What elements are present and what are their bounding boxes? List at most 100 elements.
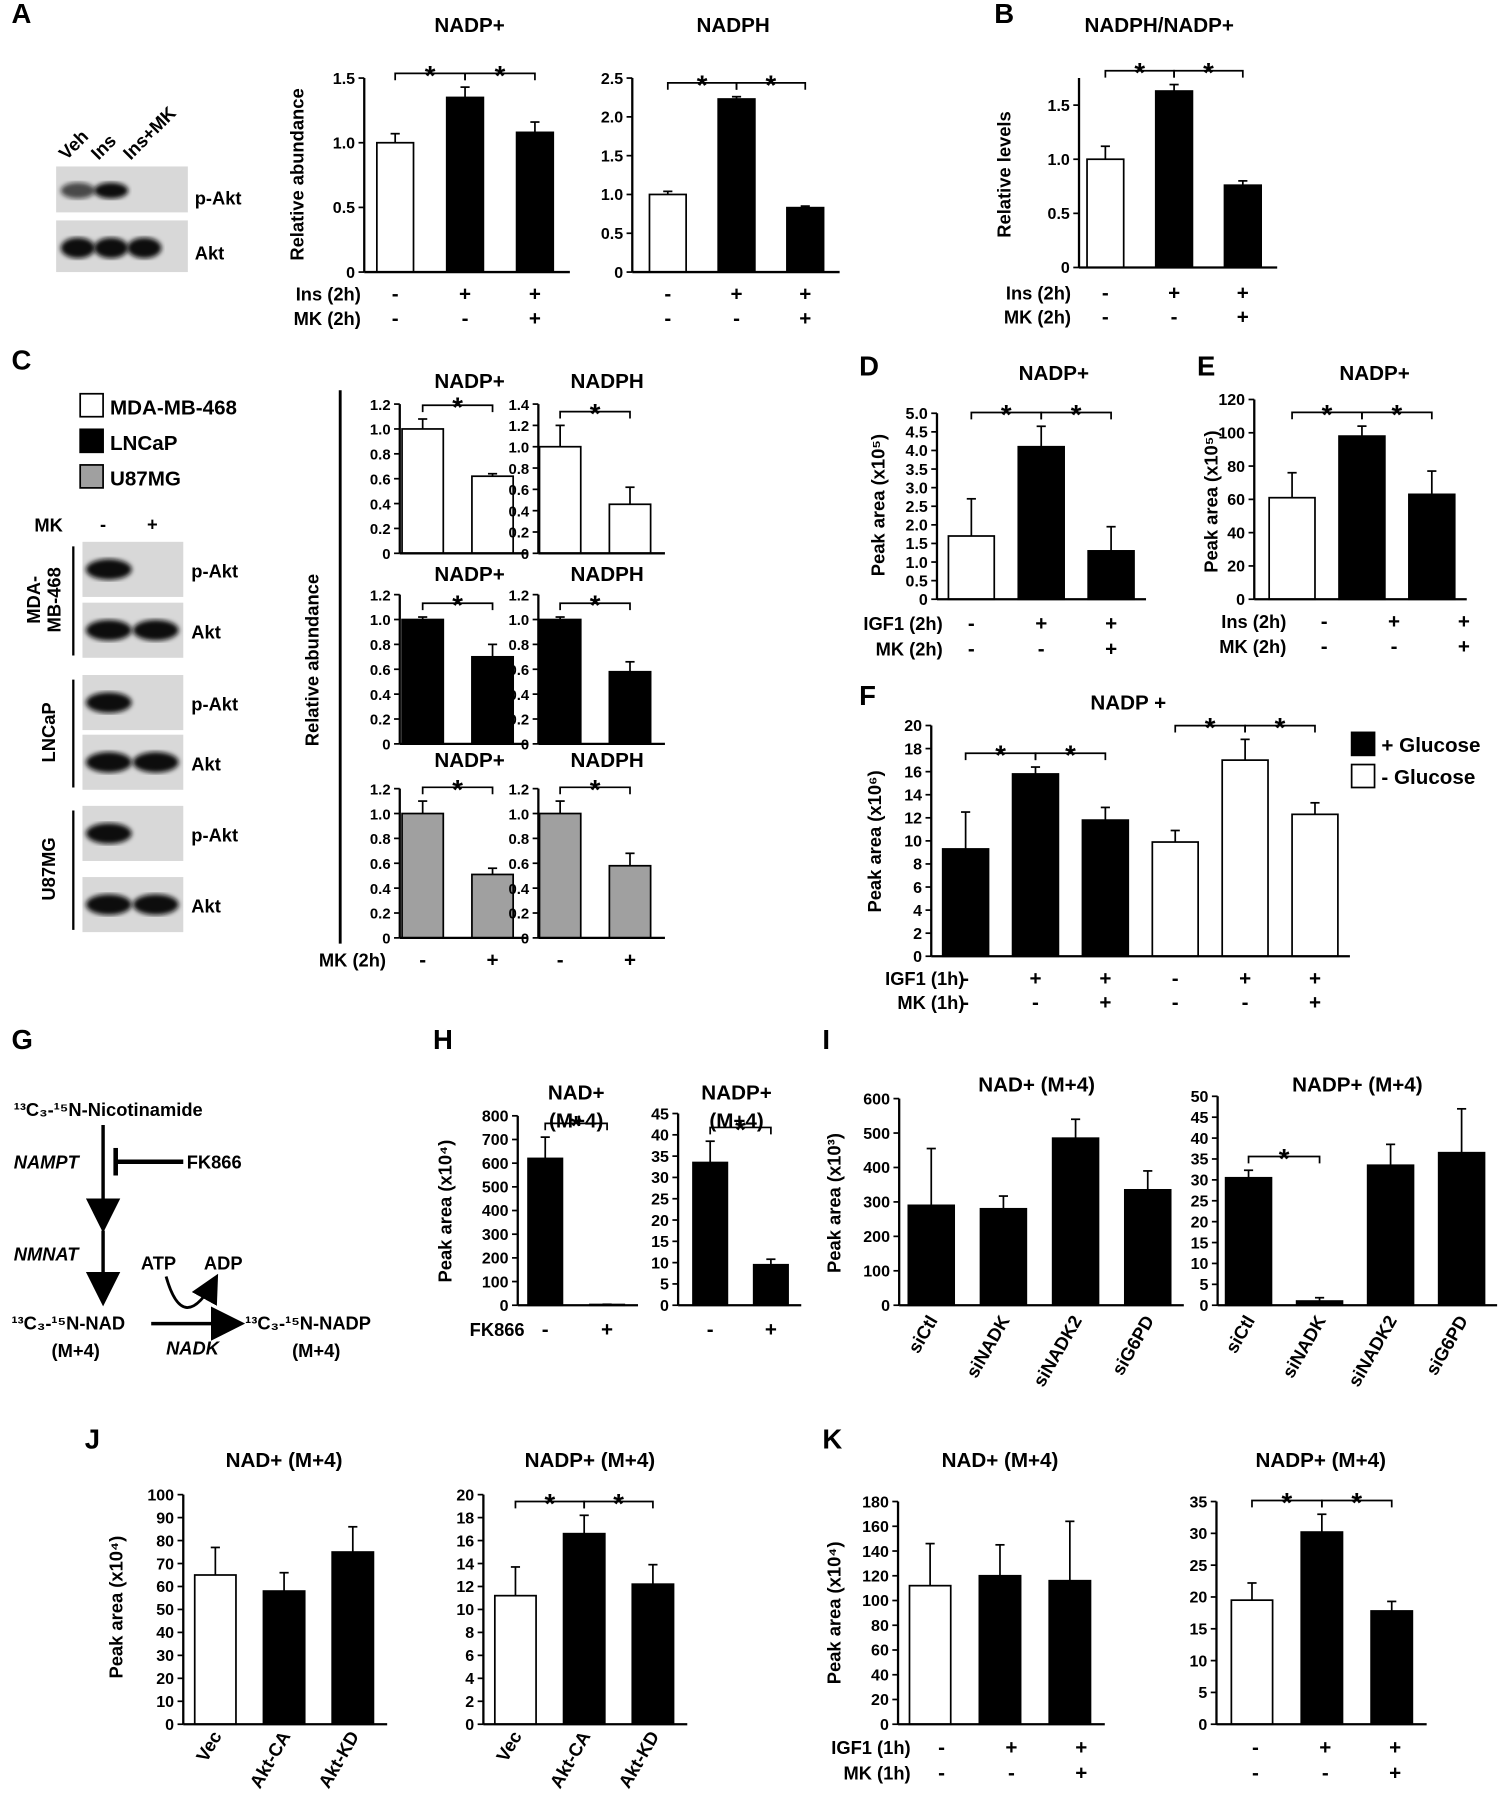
condition-value: - [664,283,671,306]
significance-label: * [452,392,463,423]
condition-value: - [1102,282,1109,305]
y-tick-label: 16 [904,763,922,781]
significance-label: * [571,1110,582,1141]
condition-value: - [707,1318,714,1341]
y-tick-label: 5.0 [906,405,928,423]
condition-value: - [664,307,671,330]
y-tick-label: 400 [863,1159,890,1177]
significance-label: * [590,590,601,621]
y-tick-label: 16 [456,1532,474,1550]
condition-value: - [1008,1761,1015,1784]
condition-value: - [1321,635,1328,658]
y-tick-label: 0.2 [509,713,530,729]
condition-value: + [1237,306,1249,329]
chart-title: NADP+ (M+4) [1255,1449,1386,1472]
significance-bracket [559,786,631,795]
condition-value: - [1032,991,1039,1014]
y-tick-label: 0.6 [509,483,530,499]
condition-value: + [459,283,471,306]
y-axis-label: Relative levels [993,111,1014,237]
condition-label: MK (2h) [876,638,943,659]
y-tick-label: 0 [521,932,529,948]
y-tick-label: 1.0 [1048,151,1070,169]
y-tick-label: 80 [156,1532,174,1550]
y-tick-label: 400 [482,1202,509,1220]
panel-label: I [822,1024,830,1055]
condition-label: Ins (2h) [1006,283,1071,304]
cofactor: ADP [204,1253,243,1274]
chart-title: NADP+ (M+4) [525,1449,656,1472]
y-tick-label: 3.0 [906,479,928,497]
y-tick-label: 0 [919,591,928,609]
significance-bracket [735,82,807,90]
y-tick-label: 1.0 [509,807,530,823]
bar [527,1157,564,1307]
condition-value: + [1389,1761,1401,1784]
y-tick-label: 0.6 [509,663,530,679]
condition-value: + [1319,1736,1331,1759]
y-tick-label: 800 [482,1108,509,1126]
y-tick-label: 0 [880,1716,889,1734]
significance-label: * [1282,1487,1293,1518]
significance-bracket [1320,1499,1393,1508]
y-tick-label: 2.5 [906,498,928,516]
y-tick-label: 1.0 [601,186,623,204]
blot-band [85,559,132,580]
y-tick-label: 600 [482,1155,509,1173]
bar [262,1590,306,1726]
y-tick-label: 30 [651,1169,669,1187]
bar [538,812,582,939]
condition-value: - [1102,306,1109,329]
bar [1224,1176,1273,1307]
significance-label: * [1392,399,1403,430]
panel-label: J [85,1424,100,1455]
legend-swatch [79,392,104,418]
condition-value: + [799,307,811,330]
condition-label: IGF1 (1h) [831,1737,910,1758]
significance-label: * [590,398,601,429]
condition-value: + [1099,967,1111,990]
condition-value: - [968,612,975,635]
condition-value: - [1321,610,1328,633]
chart-subtitle: (M+4) [549,1109,603,1132]
x-tick-label: siNADK2 [1029,1312,1086,1391]
blot-band [132,751,179,773]
y-tick-label: 20 [871,1691,889,1709]
bar [978,1574,1022,1726]
y-tick-label: 20 [1189,1589,1207,1607]
condition-value: - [1172,967,1179,990]
y-tick-label: 0 [913,948,922,966]
bar [375,141,415,273]
y-tick-label: 1.2 [509,419,530,435]
condition-value: + [1458,635,1470,658]
bar [471,475,515,555]
y-tick-label: 160 [862,1518,889,1536]
y-tick-label: 35 [651,1148,669,1166]
condition-value: + [1237,282,1249,305]
lane-label: - [100,513,106,534]
y-axis-label: Peak area (x10⁵) [1201,431,1222,573]
y-tick-label: 50 [1191,1088,1209,1106]
lane-label: + [147,513,158,534]
condition-label: MK (2h) [1004,307,1071,328]
y-tick-label: 0 [500,1297,509,1315]
condition-value: + [1458,610,1470,633]
substrate: ¹³C₃-¹⁵N-Nicotinamide [14,1099,203,1120]
significance-label: * [1134,57,1145,88]
condition-value: - [938,1736,945,1759]
x-tick-label: Akt-KD [314,1727,363,1791]
legend-label: MDA-MB-468 [110,396,237,419]
y-tick-label: 0.8 [370,448,391,464]
y-tick-label: 0.4 [370,688,391,704]
y-tick-label: 0.6 [370,472,391,488]
condition-value: - [1391,635,1398,658]
bar [947,535,996,601]
final-label: (M+4) [292,1340,340,1361]
condition-value: + [601,1318,613,1341]
treatment-label: MK [34,514,63,535]
cofactor-arrow [164,1273,219,1309]
panel-label: A [11,0,31,29]
panel-label: F [859,680,876,711]
blot-band [85,692,132,713]
y-tick-label: 300 [482,1226,509,1244]
